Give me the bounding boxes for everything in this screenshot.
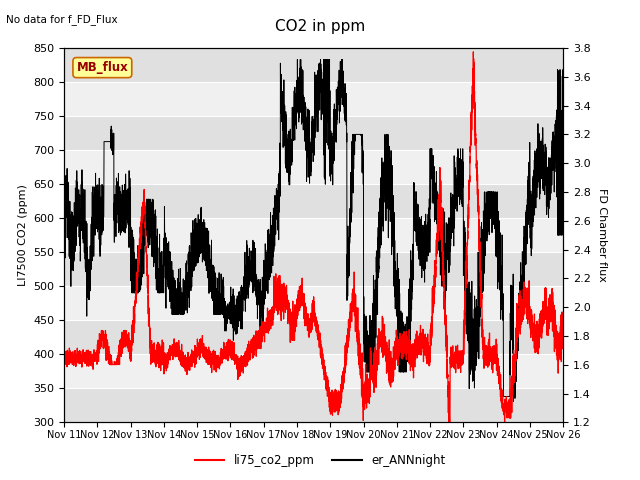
Bar xyxy=(64,320,563,354)
Text: CO2 in ppm: CO2 in ppm xyxy=(275,19,365,34)
Bar xyxy=(64,388,563,422)
Bar xyxy=(64,116,563,150)
Bar xyxy=(64,218,563,252)
Bar xyxy=(64,48,563,82)
Bar xyxy=(64,354,563,388)
Bar xyxy=(64,82,563,116)
Y-axis label: LI7500 CO2 (ppm): LI7500 CO2 (ppm) xyxy=(17,184,28,286)
Bar xyxy=(64,286,563,320)
Bar xyxy=(64,252,563,286)
Text: MB_flux: MB_flux xyxy=(77,61,128,74)
Bar xyxy=(64,150,563,184)
Y-axis label: FD Chamber flux: FD Chamber flux xyxy=(598,188,607,282)
Legend: li75_co2_ppm, er_ANNnight: li75_co2_ppm, er_ANNnight xyxy=(190,449,450,472)
Text: No data for f_FD_Flux: No data for f_FD_Flux xyxy=(6,14,118,25)
Bar xyxy=(64,184,563,218)
